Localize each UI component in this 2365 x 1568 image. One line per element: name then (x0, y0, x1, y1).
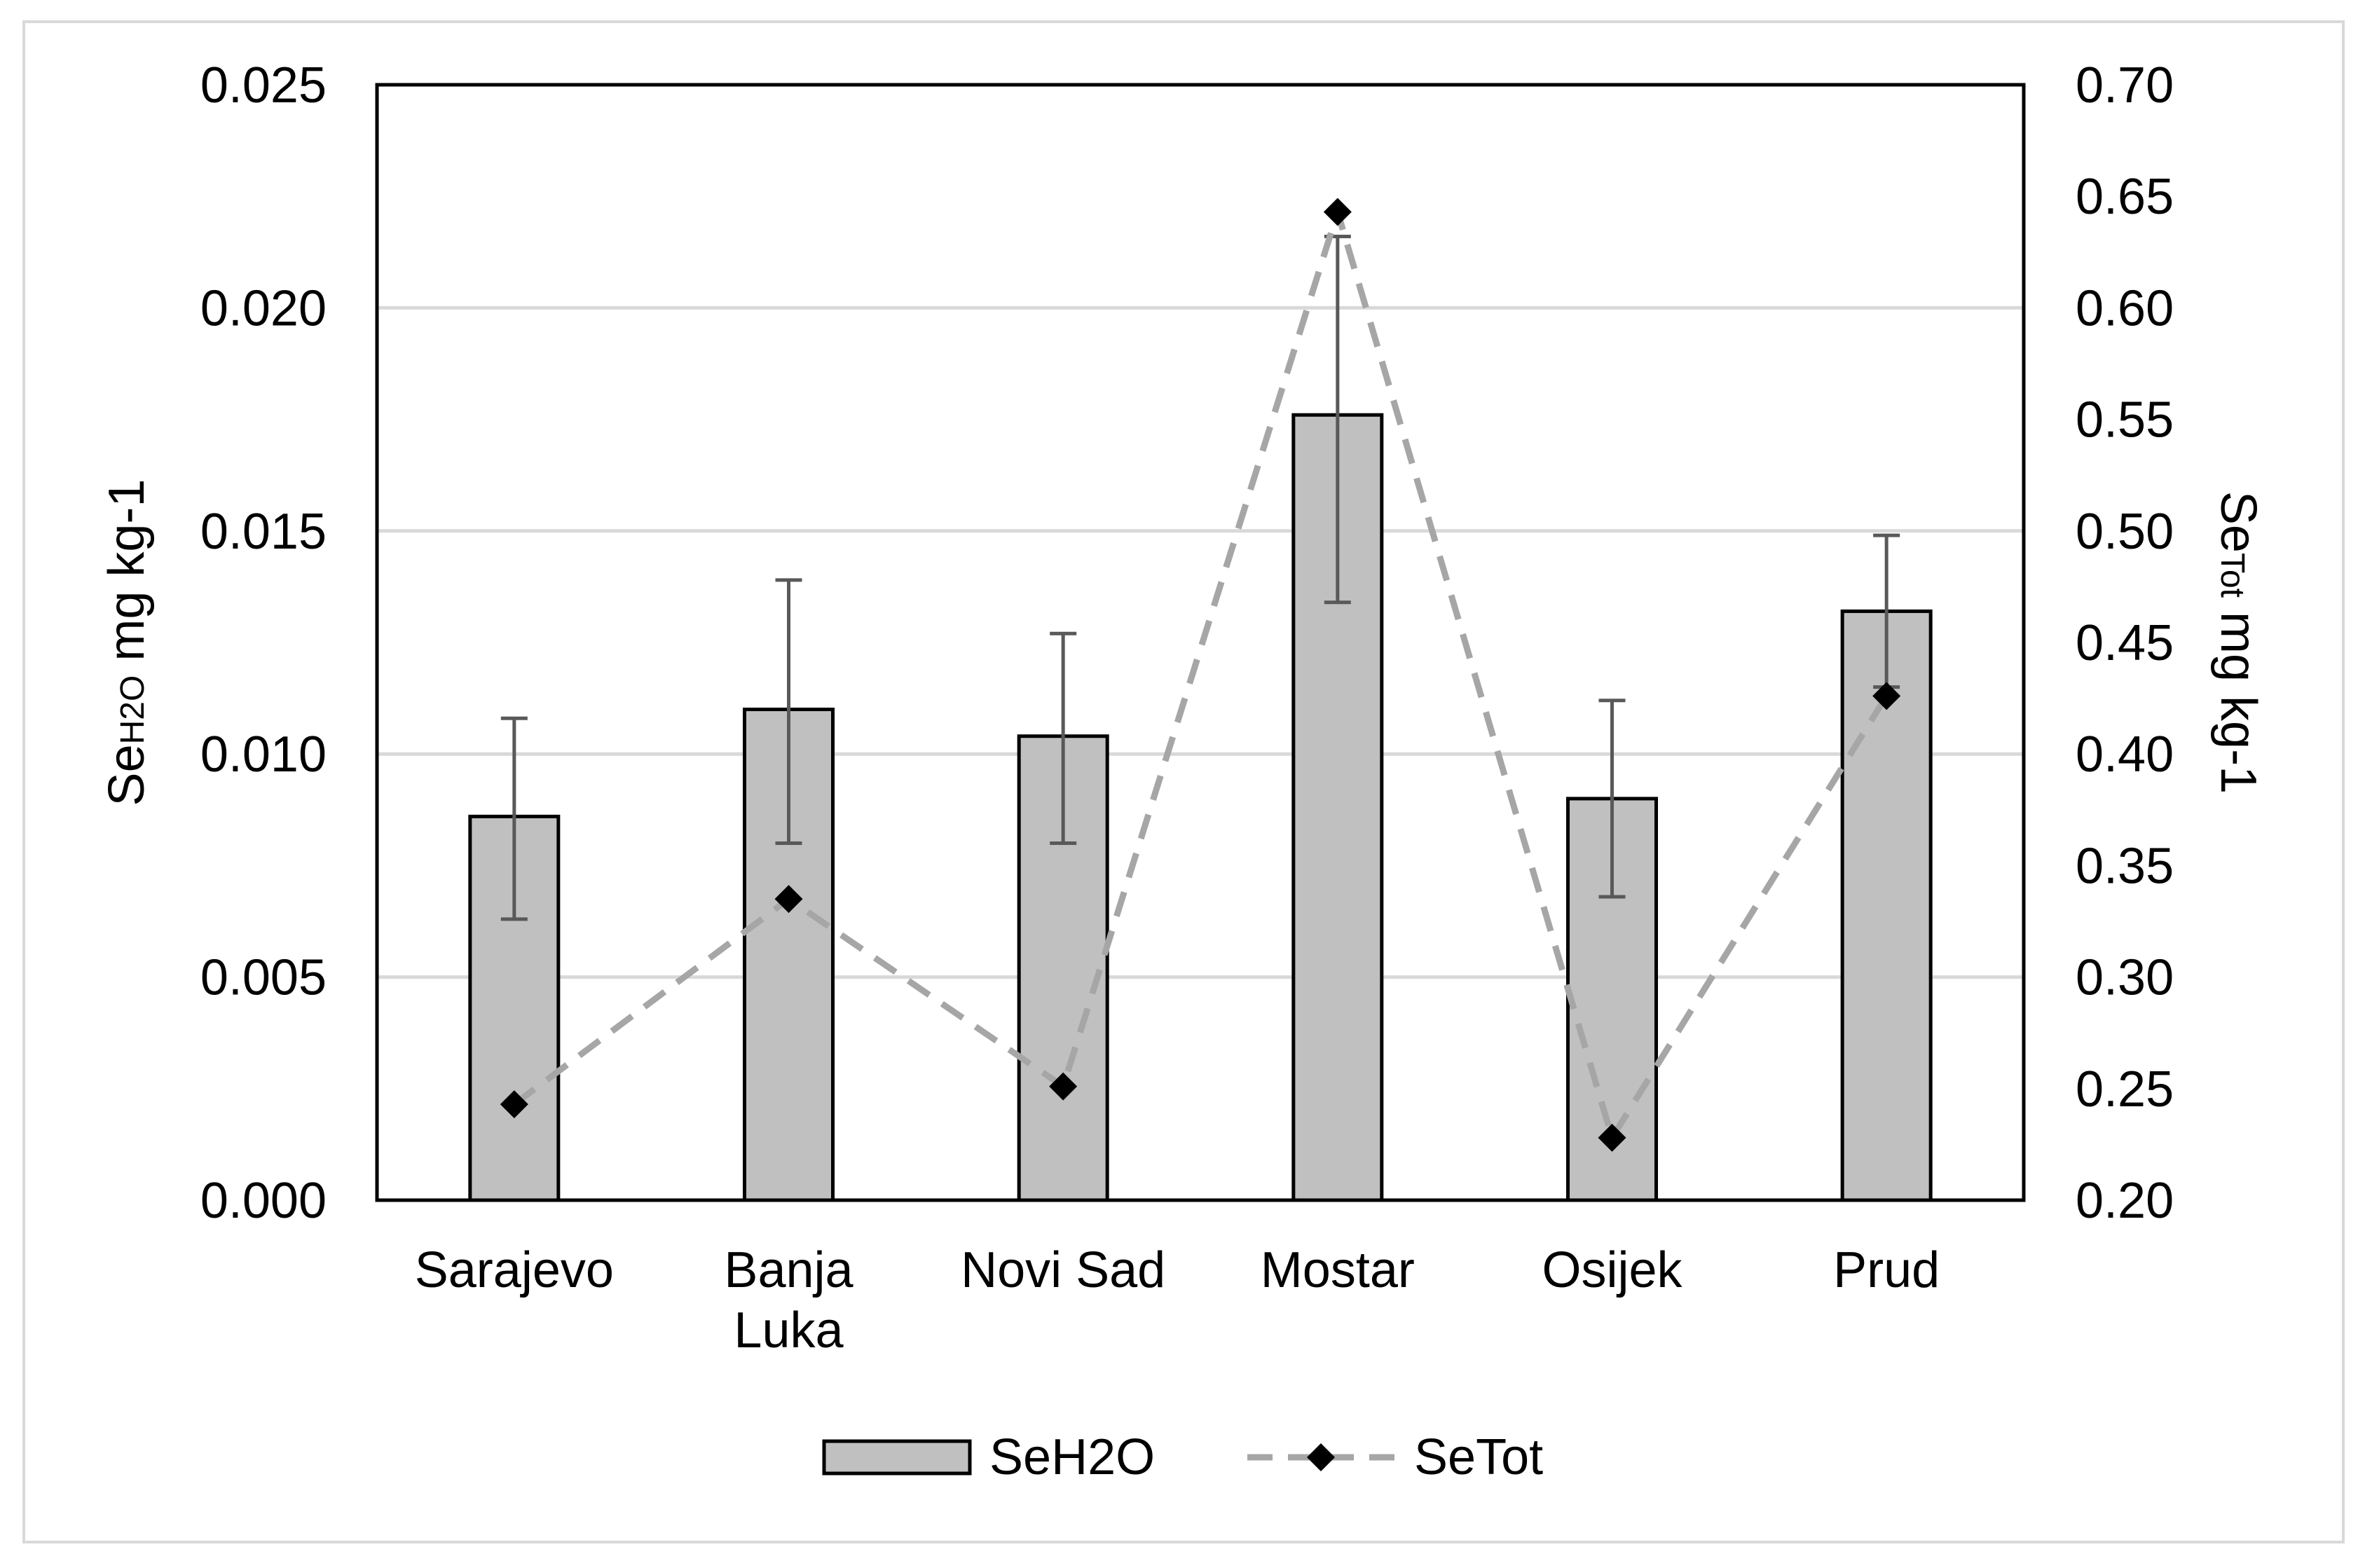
data-point (1598, 1123, 1626, 1152)
right-axis-ticks: 0.20 0.25 0.30 0.35 0.40 0.45 0.50 0.55 0.60 0.65… (2076, 57, 2174, 1229)
right-tick-label: 0.30 (2076, 950, 2174, 1006)
right-tick-label: 0.65 (2076, 169, 2174, 225)
data-point (1049, 1072, 1078, 1101)
left-axis-label: SeH2O mg kg-1 (99, 479, 155, 806)
right-tick-label: 0.60 (2076, 280, 2174, 336)
right-tick-label: 0.50 (2076, 504, 2174, 560)
x-tick-label: Banja Luka (724, 1242, 854, 1359)
legend: SeH2O SeTot (822, 1429, 1543, 1485)
x-tick-label: Mostar (1261, 1242, 1415, 1298)
chart-border (22, 20, 2345, 1543)
x-axis-ticks: Sarajevo Banja Luka Novi Sad Mostar Osijek Pru… (415, 1242, 1940, 1359)
right-tick-label: 0.40 (2076, 727, 2174, 783)
line-series-setot (500, 198, 1901, 1152)
x-tick-label: Sarajevo (415, 1242, 614, 1298)
data-point (774, 885, 803, 914)
legend-label-setot: SeTot (1414, 1429, 1543, 1485)
error-bars (500, 235, 1900, 921)
x-tick-label: Osijek (1542, 1242, 1682, 1298)
right-axis-label: SeTot mg kg-1 (2210, 491, 2266, 794)
legend-swatch-seh2o (822, 1439, 972, 1476)
right-tick-label: 0.55 (2076, 392, 2174, 448)
gridlines (377, 305, 2024, 979)
right-tick-label: 0.45 (2076, 615, 2174, 671)
data-point (1323, 198, 1352, 226)
left-tick-label: 0.020 (200, 280, 327, 336)
left-tick-label: 0.010 (200, 727, 327, 783)
x-tick-label: Prud (1833, 1242, 1940, 1298)
plot-area-border (375, 83, 2026, 1202)
left-tick-label: 0.005 (200, 950, 327, 1006)
left-tick-label: 0.015 (200, 504, 327, 560)
left-axis-ticks: 0.000 0.005 0.010 0.015 0.020 0.025 (200, 57, 327, 1229)
right-tick-label: 0.20 (2076, 1173, 2174, 1229)
right-tick-label: 0.25 (2076, 1061, 2174, 1117)
right-tick-label: 0.70 (2076, 57, 2174, 114)
data-point (1872, 682, 1901, 710)
data-point (500, 1090, 528, 1119)
legend-swatch-setot-marker (1307, 1443, 1335, 1471)
series-line (512, 208, 1889, 1141)
left-tick-label: 0.000 (200, 1173, 327, 1229)
legend-label-seh2o: SeH2O (989, 1429, 1155, 1485)
x-tick-label: Novi Sad (961, 1242, 1165, 1298)
right-tick-label: 0.35 (2076, 838, 2174, 894)
left-tick-label: 0.025 (200, 57, 327, 114)
